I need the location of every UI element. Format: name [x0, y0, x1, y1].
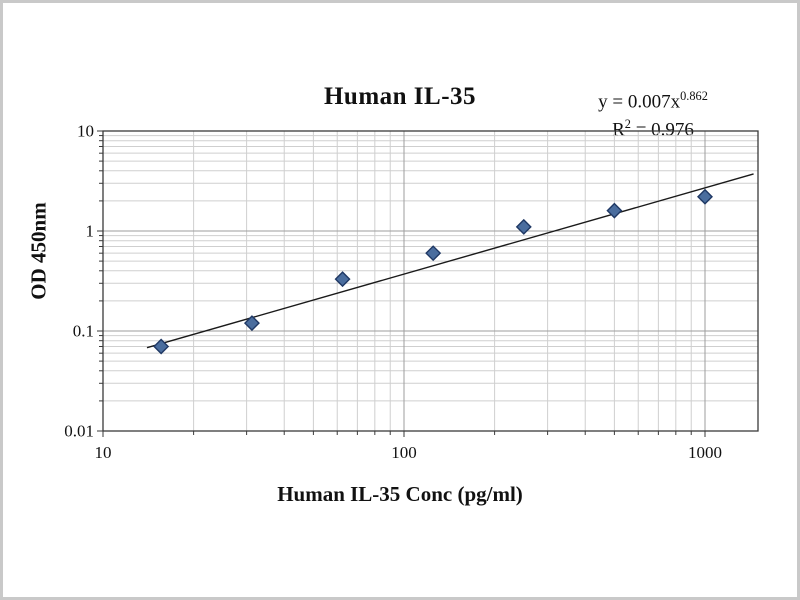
axis-tick-marks [97, 130, 706, 437]
x-tick-label: 1000 [688, 443, 722, 462]
data-point-marker [697, 188, 713, 205]
chart-title: Human IL-35 [323, 83, 477, 110]
y-tick-label: 0.1 [73, 322, 94, 341]
data-point-marker [334, 271, 351, 288]
trendline-equation: y = 0.007x0.862 [553, 88, 753, 116]
data-point-marker [425, 245, 442, 262]
equation-base: y = 0.007x [598, 91, 681, 113]
data-point-marker [153, 338, 170, 355]
y-tick-label: 10 [77, 122, 94, 141]
data-point-marker [515, 218, 532, 235]
data-points [153, 188, 713, 355]
x-axis-label: Human IL-35 Conc (pg/ml) [277, 482, 523, 506]
trendline-annotation: y = 0.007x0.862 R2 = 0.976 [553, 88, 753, 144]
equation-exponent: 0.862 [680, 89, 708, 103]
x-tick-label: 10 [95, 443, 112, 462]
y-tick-label: 1 [86, 222, 95, 241]
r2-superscript: 2 [624, 116, 631, 131]
r2-value: = 0.976 [630, 119, 694, 141]
plot-area: 10 100 1000 10 1 0.1 0.01 [64, 122, 759, 462]
major-gridlines [103, 131, 758, 431]
minor-gridlines [103, 131, 758, 431]
tick-labels: 10 100 1000 10 1 0.1 0.01 [64, 122, 722, 462]
data-point-marker [606, 202, 623, 219]
plot-border [102, 130, 759, 432]
x-tick-label: 100 [391, 443, 417, 462]
r2-prefix: R [612, 119, 625, 141]
r-squared-annotation: R2 = 0.976 [553, 116, 753, 144]
y-tick-label: 0.01 [64, 422, 94, 441]
data-point-marker [243, 315, 260, 332]
trendline [146, 173, 754, 349]
